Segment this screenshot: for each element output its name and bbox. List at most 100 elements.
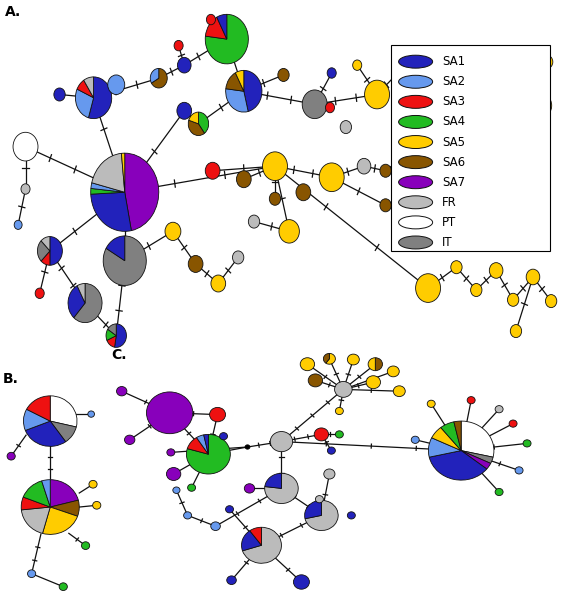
Wedge shape xyxy=(226,89,248,112)
Circle shape xyxy=(278,68,289,82)
Circle shape xyxy=(399,75,433,88)
Wedge shape xyxy=(88,77,112,119)
Circle shape xyxy=(509,420,517,427)
Circle shape xyxy=(279,220,299,243)
Circle shape xyxy=(495,488,503,496)
Circle shape xyxy=(92,502,101,509)
Text: SA2: SA2 xyxy=(442,75,466,88)
Wedge shape xyxy=(205,17,227,39)
Wedge shape xyxy=(26,421,66,446)
Circle shape xyxy=(82,542,90,550)
Circle shape xyxy=(327,68,336,78)
Wedge shape xyxy=(429,438,461,457)
Circle shape xyxy=(7,452,15,460)
Text: SA6: SA6 xyxy=(442,155,466,169)
Circle shape xyxy=(188,484,196,491)
Wedge shape xyxy=(242,531,261,551)
Wedge shape xyxy=(106,236,125,260)
Text: SA3: SA3 xyxy=(442,95,466,109)
Wedge shape xyxy=(106,329,116,340)
Circle shape xyxy=(471,283,482,296)
Circle shape xyxy=(167,467,181,481)
Circle shape xyxy=(236,171,251,188)
Wedge shape xyxy=(74,283,102,323)
Circle shape xyxy=(88,411,95,417)
Wedge shape xyxy=(91,192,132,232)
Circle shape xyxy=(14,220,22,229)
Circle shape xyxy=(416,181,429,197)
Wedge shape xyxy=(198,112,209,133)
Circle shape xyxy=(516,169,527,182)
Circle shape xyxy=(496,186,507,199)
Wedge shape xyxy=(429,451,487,480)
Wedge shape xyxy=(461,451,493,463)
Circle shape xyxy=(167,449,175,456)
Wedge shape xyxy=(187,437,208,454)
Circle shape xyxy=(400,143,417,163)
Wedge shape xyxy=(103,236,146,286)
Wedge shape xyxy=(43,507,78,535)
Text: IT: IT xyxy=(442,236,453,249)
Wedge shape xyxy=(205,14,248,64)
Circle shape xyxy=(387,366,399,377)
Circle shape xyxy=(35,288,44,298)
Wedge shape xyxy=(50,479,78,507)
Circle shape xyxy=(539,143,550,157)
Circle shape xyxy=(116,386,127,396)
Wedge shape xyxy=(226,73,244,91)
Wedge shape xyxy=(50,421,77,442)
Circle shape xyxy=(335,382,352,397)
Circle shape xyxy=(188,256,203,272)
Circle shape xyxy=(365,80,390,109)
Circle shape xyxy=(510,325,522,338)
Circle shape xyxy=(399,176,433,188)
Circle shape xyxy=(325,103,335,113)
Wedge shape xyxy=(23,409,50,430)
Wedge shape xyxy=(531,94,541,109)
Circle shape xyxy=(125,435,135,445)
Wedge shape xyxy=(467,114,485,146)
Wedge shape xyxy=(77,80,94,98)
Wedge shape xyxy=(244,70,262,112)
Circle shape xyxy=(244,484,255,493)
Circle shape xyxy=(324,469,335,479)
Wedge shape xyxy=(41,236,50,251)
Circle shape xyxy=(211,275,226,292)
Wedge shape xyxy=(151,68,167,88)
Wedge shape xyxy=(68,286,85,317)
Circle shape xyxy=(459,182,471,196)
Text: SA1: SA1 xyxy=(442,55,466,68)
Circle shape xyxy=(13,132,38,161)
Wedge shape xyxy=(125,153,159,230)
Wedge shape xyxy=(189,112,198,124)
Circle shape xyxy=(28,570,36,578)
Wedge shape xyxy=(305,500,338,530)
Wedge shape xyxy=(454,421,461,451)
Wedge shape xyxy=(50,396,77,427)
Wedge shape xyxy=(204,434,208,454)
Circle shape xyxy=(302,90,327,119)
Wedge shape xyxy=(395,53,405,71)
Circle shape xyxy=(335,431,344,438)
Wedge shape xyxy=(27,396,50,421)
Circle shape xyxy=(399,155,433,169)
Circle shape xyxy=(411,436,419,443)
Circle shape xyxy=(269,192,281,205)
Text: SA5: SA5 xyxy=(442,136,466,149)
Circle shape xyxy=(399,216,433,229)
Circle shape xyxy=(393,386,405,397)
Wedge shape xyxy=(37,241,50,261)
Circle shape xyxy=(511,71,534,98)
Circle shape xyxy=(541,55,553,68)
Circle shape xyxy=(177,103,192,119)
Text: SA7: SA7 xyxy=(442,176,466,189)
Wedge shape xyxy=(456,114,513,179)
Circle shape xyxy=(348,512,356,519)
Wedge shape xyxy=(150,68,159,83)
Circle shape xyxy=(146,392,193,434)
Circle shape xyxy=(177,58,191,73)
Circle shape xyxy=(523,440,531,447)
Circle shape xyxy=(296,184,311,201)
Wedge shape xyxy=(42,479,50,507)
Circle shape xyxy=(314,428,329,441)
